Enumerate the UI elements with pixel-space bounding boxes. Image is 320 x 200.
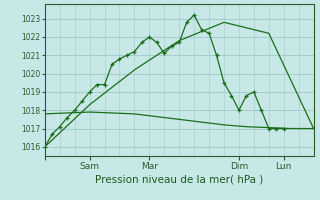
X-axis label: Pression niveau de la mer( hPa ): Pression niveau de la mer( hPa ) bbox=[95, 175, 263, 185]
